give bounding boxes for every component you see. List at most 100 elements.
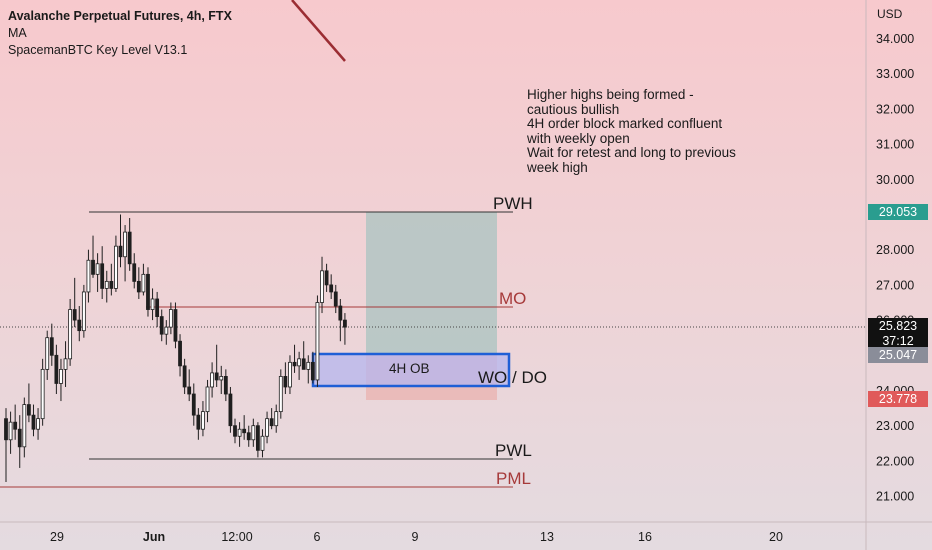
candle-body[interactable] [31,414,36,430]
target-zone[interactable] [366,212,497,354]
candle-body[interactable] [251,425,256,441]
candle-body[interactable] [146,273,150,310]
indicator-key-level-label[interactable]: SpacemanBTC Key Level V13.1 [8,43,188,57]
candle-body[interactable] [306,361,311,370]
candle-body[interactable] [187,386,192,395]
candle-body[interactable] [45,337,50,370]
candle-body[interactable] [95,263,100,275]
candle-body[interactable] [205,386,210,413]
candle-body[interactable] [274,411,279,427]
candle-body[interactable] [201,411,205,430]
pwl-label: PWL [495,441,532,460]
candle-body[interactable] [40,368,45,420]
candle-body[interactable] [320,270,324,303]
candle-body[interactable] [118,245,123,258]
candle-body[interactable] [310,361,315,381]
candle-body[interactable] [292,361,297,367]
candle-body[interactable] [155,298,160,317]
candle-body[interactable] [242,428,247,434]
candle-body[interactable] [91,259,95,275]
mo-label: MO [499,289,527,308]
candle-body[interactable] [123,231,127,258]
analysis-note[interactable]: Higher highs being formed - cautious bul… [527,87,767,175]
candle-body[interactable] [191,393,196,416]
candle-body[interactable] [150,298,155,310]
candle-body[interactable] [265,418,269,437]
indicator-ma-label[interactable]: MA [8,26,27,40]
candle-body[interactable] [86,259,91,293]
candle-body[interactable] [132,263,137,282]
candle-body[interactable] [59,368,63,384]
candle-body[interactable] [141,273,146,293]
candle-body[interactable] [100,263,105,289]
candle-body[interactable] [297,358,302,367]
note-line: Higher highs being formed - [527,87,694,102]
candle-body[interactable] [255,425,260,451]
candle-body[interactable] [173,309,178,342]
candle-body[interactable] [114,245,118,289]
candle-body[interactable] [159,316,164,335]
time-tick-label: 16 [638,530,652,544]
candle-body[interactable] [54,354,59,384]
candle-body[interactable] [288,361,292,388]
candle-body[interactable] [324,270,329,286]
candle-body[interactable] [315,302,320,381]
candle-body[interactable] [329,284,334,293]
candle-body[interactable] [17,428,22,448]
stop-price-tag: 23.778 [868,391,928,407]
candle-body[interactable] [196,414,201,430]
drawn-trend-line[interactable] [291,0,346,62]
candle-body[interactable] [338,305,343,321]
candle-body[interactable] [68,309,73,360]
candle-body[interactable] [168,309,173,328]
candle-body[interactable] [278,376,283,413]
note-line: with weekly open [527,130,630,146]
pml-label: PML [496,469,531,488]
candle-body[interactable] [260,435,265,451]
price-tick-label: 27.000 [876,278,914,292]
candle-body[interactable] [164,326,169,335]
candle-body[interactable] [333,291,338,307]
candle-body[interactable] [136,280,141,293]
candle-body[interactable] [13,421,18,430]
candle-body[interactable] [36,418,40,430]
order-block[interactable] [311,352,511,388]
candle-body[interactable] [301,358,306,370]
candle-body[interactable] [22,404,27,448]
candle-body[interactable] [8,421,13,441]
candle-body[interactable] [127,231,132,265]
candle-body[interactable] [178,340,182,367]
candle-body[interactable] [219,376,224,381]
candle-body[interactable] [228,393,233,427]
chart-title[interactable]: Avalanche Perpetual Futures, 4h, FTX [8,9,232,23]
candles-group [4,214,347,483]
price-tick-label: 30.000 [876,173,914,187]
time-axis[interactable]: 29 Jun 12:00 6 9 13 16 20 [50,530,783,544]
candle-body[interactable] [4,418,8,441]
candle-body[interactable] [81,291,86,332]
candle-body[interactable] [343,319,347,328]
candle-body[interactable] [210,372,215,388]
candle-body[interactable] [223,376,228,395]
candle-body[interactable] [233,425,237,437]
candle-body[interactable] [237,428,242,437]
candle-body[interactable] [72,309,77,321]
candle-body[interactable] [109,280,114,289]
candle-body[interactable] [246,432,251,441]
price-tick-label: 23.000 [876,419,914,433]
candle-body[interactable] [49,337,54,356]
currency-label[interactable]: USD [877,7,903,21]
candle-body[interactable] [77,319,82,332]
candle-body[interactable] [283,376,288,388]
candle-body[interactable] [214,372,219,381]
candle-body[interactable] [63,358,68,370]
price-axis[interactable]: 34.000 33.000 32.000 31.000 30.000 28.000 27.0… [876,32,914,504]
price-tick-label: 32.000 [876,102,914,116]
time-tick-label: 12:00 [221,530,252,544]
candle-body[interactable] [269,418,274,427]
candle-body[interactable] [104,280,109,289]
candle-body[interactable] [182,365,187,388]
candle-body[interactable] [26,404,31,416]
